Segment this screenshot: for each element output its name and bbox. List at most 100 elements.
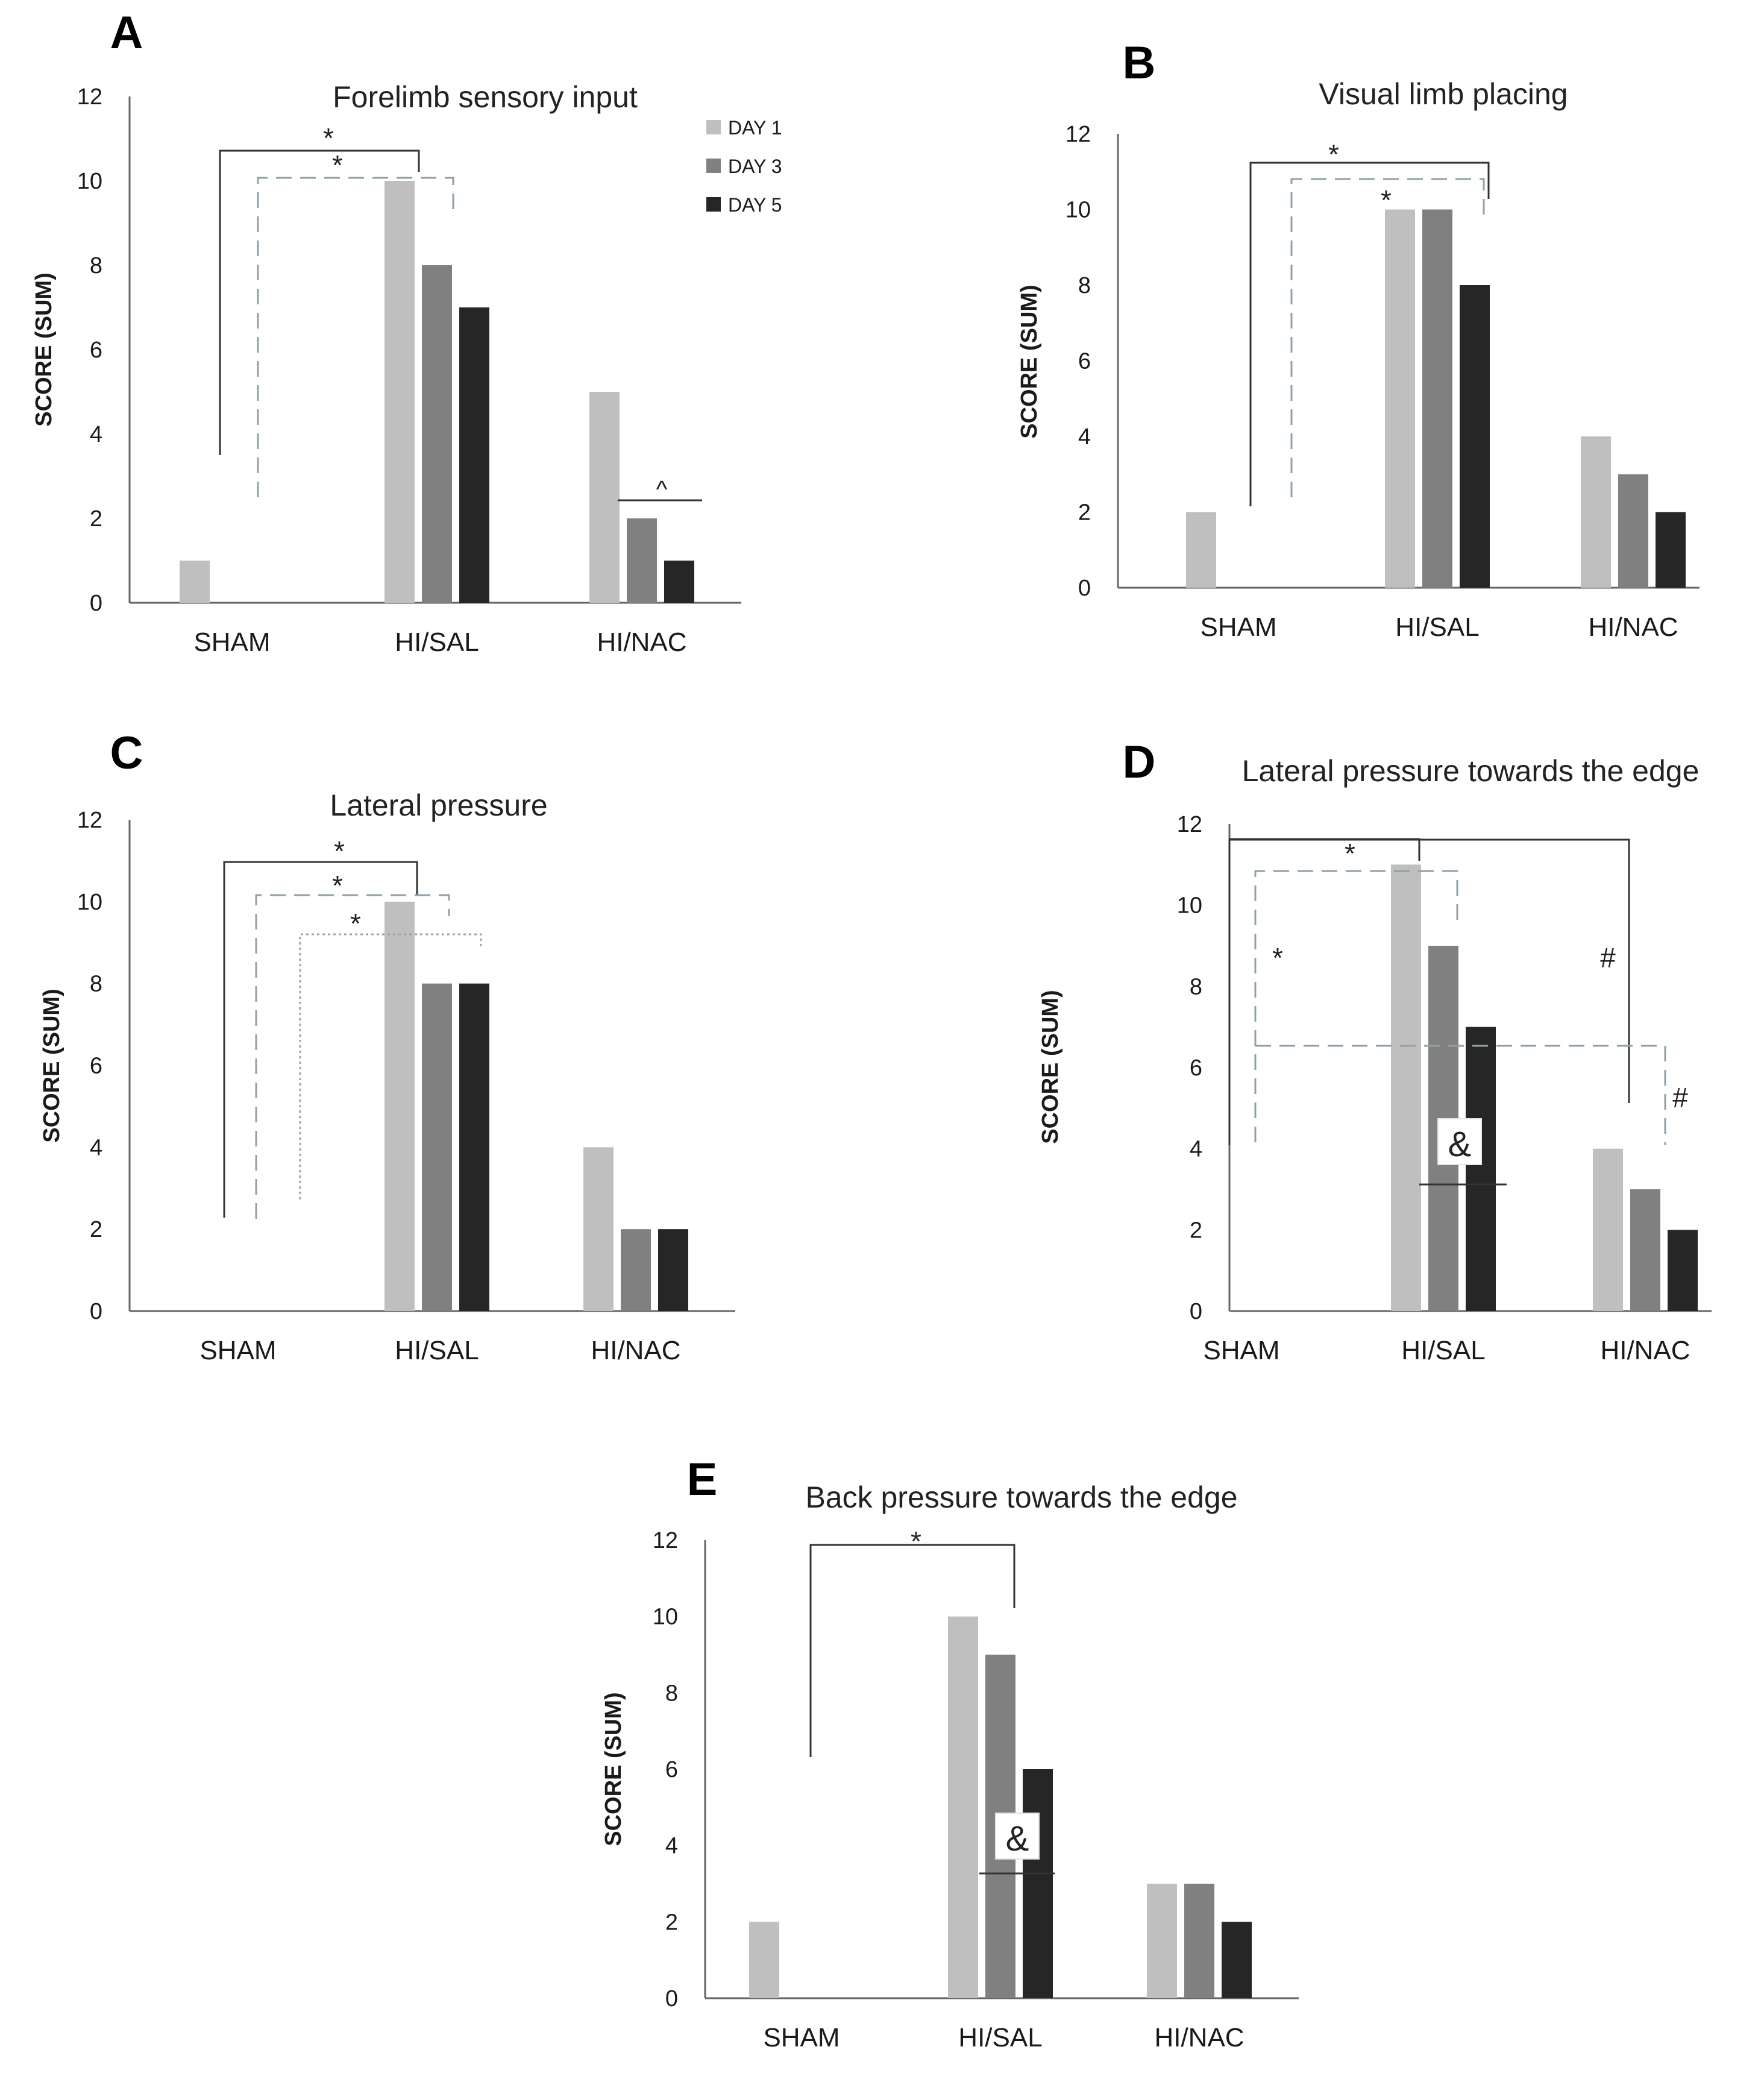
y-tick-label: 12 [1177, 812, 1202, 837]
bar-day1-sham [180, 561, 210, 603]
bar-day5-hi-nac [664, 561, 694, 603]
symbol-box [995, 1813, 1040, 1860]
panel-a-annotations: ** ^ [219, 122, 702, 503]
bar-day5-hi-sal [1023, 1769, 1053, 1998]
panel-b: B Visual limb placing SCORE (SUM) 0 2 4 6 8 10 12… [1017, 37, 1700, 642]
significance-symbol: * [350, 908, 361, 939]
bar-day1-hi-nac [583, 1147, 614, 1311]
bar-day5-hi-sal [1460, 285, 1490, 588]
bar-day5-hi-nac [1222, 1922, 1252, 1998]
significance-bracket [1255, 1045, 1666, 1145]
y-axis-label: SCORE (SUM) [31, 272, 57, 426]
y-tick-label: 2 [1190, 1218, 1202, 1243]
bar-day1-hi-sal [385, 181, 415, 603]
significance-symbol: * [323, 122, 334, 154]
y-tick-label: 2 [90, 1217, 102, 1242]
panel-e-annotations: *& [809, 1526, 1055, 1875]
panel-letter: D [1123, 737, 1156, 788]
y-tick-label: 10 [653, 1605, 678, 1630]
bar-day3-hi-sal [422, 983, 452, 1311]
y-tick-label: 0 [90, 591, 102, 616]
x-tick-label: HI/NAC [597, 627, 686, 657]
legend-swatch [706, 197, 721, 212]
y-tick-label: 2 [1078, 500, 1091, 526]
panel-letter: B [1123, 37, 1156, 89]
y-tick-label: 4 [90, 1135, 102, 1160]
panel-d: D Lateral pressure towards the edge SCORE … [1038, 737, 1712, 1365]
bar-day1-hi-nac [1147, 1884, 1177, 1998]
y-tick-label: 6 [90, 338, 102, 363]
bar-day1-hi-nac [589, 392, 620, 603]
significance-symbol: ^ [656, 476, 668, 503]
significance-symbol: * [1272, 942, 1283, 973]
y-tick-label: 10 [77, 169, 102, 194]
significance-symbol: # [1600, 942, 1616, 973]
significance-bracket [1249, 162, 1490, 506]
significance-bracket [1228, 838, 1420, 861]
significance-symbol: & [1448, 1125, 1472, 1164]
panel-letter: A [110, 7, 143, 58]
y-tick-label: 6 [90, 1054, 102, 1079]
y-tick-label: 2 [665, 1910, 678, 1935]
bar-day1-sham [1186, 512, 1216, 588]
significance-symbol: & [1006, 1819, 1029, 1858]
y-tick-label: 4 [1190, 1137, 1202, 1162]
bar-day1-hi-nac [1581, 436, 1611, 588]
significance-bracket [1254, 870, 1458, 1142]
x-tick-label: HI/SAL [395, 627, 479, 657]
significance-symbol: * [332, 149, 343, 181]
y-tick-label: 10 [1177, 893, 1202, 919]
x-tick-label: HI/NAC [591, 1336, 680, 1365]
x-tick-label: HI/SAL [395, 1336, 479, 1365]
significance-symbol: # [1672, 1082, 1688, 1113]
significance-symbol: * [1345, 838, 1355, 869]
x-tick-label: SHAM [763, 2023, 840, 2052]
y-tick-label: 12 [77, 808, 102, 833]
chart-title: Lateral pressure towards the edge [1242, 754, 1700, 788]
significance-symbol: * [1381, 184, 1392, 216]
y-axis-label: SCORE (SUM) [39, 989, 64, 1142]
panel-letter: C [110, 728, 143, 779]
bar-day1-hi-sal [1391, 864, 1421, 1311]
bar-day3-hi-sal [422, 265, 452, 603]
y-tick-label: 0 [90, 1299, 102, 1324]
significance-symbol: * [334, 835, 345, 867]
significance-bracket [1290, 178, 1485, 497]
chart-title: Back pressure towards the edge [805, 1480, 1237, 1514]
bar-day3-hi-nac [1618, 474, 1648, 588]
bar-day3-hi-sal [1422, 209, 1452, 588]
bar-day3-hi-nac [1630, 1189, 1660, 1311]
x-tick-label: HI/SAL [1401, 1336, 1485, 1365]
y-tick-label: 12 [77, 84, 102, 110]
significance-bracket [219, 149, 420, 455]
significance-symbol: * [332, 870, 343, 901]
bar-day3-hi-nac [1184, 1884, 1214, 1998]
legend-swatch [706, 120, 721, 134]
bar-day1-hi-sal [385, 901, 415, 1311]
y-tick-label: 8 [1078, 273, 1091, 298]
panel-letter: E [687, 1454, 718, 1505]
x-tick-label: HI/SAL [958, 2023, 1042, 2052]
bar-day3-hi-nac [621, 1229, 651, 1311]
x-tick-label: HI/NAC [1154, 2023, 1244, 2052]
panel-c: C Lateral pressure SCORE (SUM) 0 2 4 6 8 10 12 SHA… [39, 728, 735, 1365]
panel-a: A Forelimb sensory input SCORE (SUM) 0 2 4 6 8 1… [31, 7, 741, 657]
bar-day5-hi-nac [1668, 1230, 1698, 1311]
chart-title: Forelimb sensory input [333, 80, 638, 114]
bar-day3-hi-nac [627, 518, 657, 603]
panel-c-annotations: *** [223, 835, 482, 1219]
y-tick-label: 8 [1190, 974, 1202, 999]
y-tick-label: 8 [90, 253, 102, 278]
y-tick-label: 0 [1078, 576, 1091, 601]
significance-bracket [809, 1544, 1015, 1757]
y-tick-label: 0 [1190, 1299, 1202, 1324]
y-tick-label: 6 [1078, 349, 1091, 374]
x-tick-label: SHAM [193, 627, 270, 657]
bar-day1-hi-sal [948, 1616, 978, 1998]
y-axis-label: SCORE (SUM) [1038, 990, 1063, 1143]
chart-title: Lateral pressure [330, 788, 547, 822]
x-tick-label: HI/NAC [1600, 1336, 1690, 1365]
significance-bracket [299, 933, 482, 1200]
legend-item: DAY 5 [706, 194, 782, 216]
legend-label: DAY 3 [728, 156, 782, 177]
